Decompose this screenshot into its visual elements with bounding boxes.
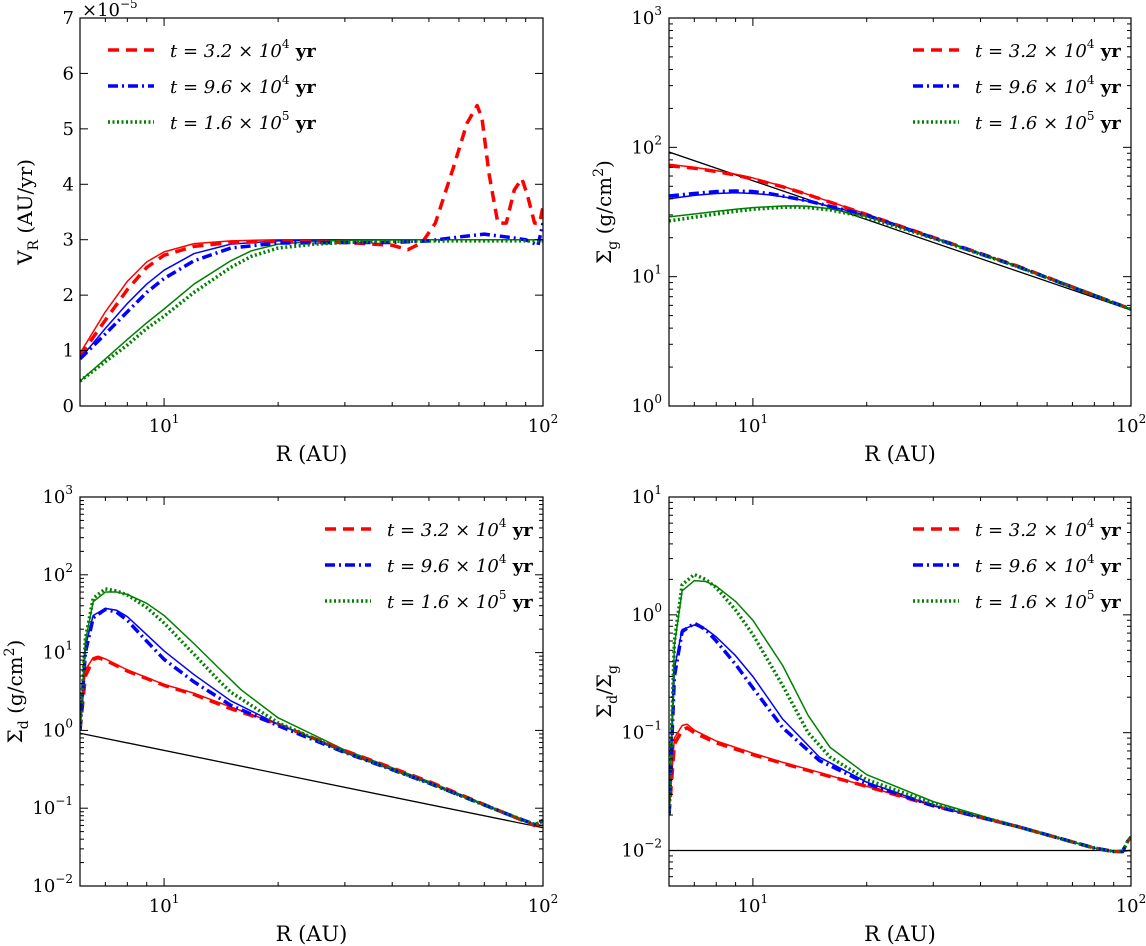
x-tick-label: 101: [149, 412, 180, 437]
y-tick-label: 101: [42, 639, 73, 664]
y-tick-label: 10−1: [621, 719, 662, 744]
series-line-solid-green: [669, 579, 1131, 853]
y-ticks: 100 101 102 103: [631, 4, 1131, 417]
y-ticks: 0 1 2 3 4 5 6 7: [63, 8, 543, 417]
legend-label: t = 3.2 × 104 yr: [387, 516, 533, 541]
series-group: [80, 587, 543, 829]
legend-label: t = 9.6 × 104 yr: [387, 552, 533, 577]
series-line-dashed: [669, 164, 1131, 311]
y-axis-label: Σd (g/cm2): [2, 640, 32, 744]
x-axis-label: R (AU): [864, 442, 936, 466]
series-line-dashdot: [80, 222, 543, 361]
series-line-solid-blue: [669, 624, 1131, 853]
y-axis-label: Σd/Σg: [592, 665, 621, 718]
y-axis-label: Σg (g/cm2): [591, 160, 621, 264]
plot-frame: [668, 496, 1132, 887]
series-line-solid-green: [669, 205, 1131, 310]
x-tick-label: 102: [1116, 892, 1146, 917]
y-tick-label: 7: [63, 8, 74, 29]
x-ticks: 101 102: [668, 497, 1146, 917]
legend-label: t = 9.6 × 104 yr: [170, 73, 316, 98]
series-line-dashdot: [669, 621, 1131, 854]
y-tick-label: 101: [631, 263, 662, 288]
y-tick-label: 5: [63, 119, 74, 140]
x-tick-label: 101: [149, 892, 180, 917]
series-line-solid-blue: [669, 192, 1131, 310]
y-tick-label: 101: [631, 483, 662, 508]
x-ticks: 101 102: [79, 18, 559, 437]
series-line-dotted: [669, 205, 1131, 311]
y-tick-label: 10−1: [32, 794, 73, 819]
y-tick-label: 102: [42, 561, 73, 586]
x-tick-label: 101: [738, 412, 769, 437]
y-ticks: 10−2 10−1 100 101: [621, 483, 1131, 878]
legend: t = 3.2 × 104 yr t = 9.6 × 104 yr t = 1.6 …: [913, 37, 1121, 134]
series-line-dashed: [80, 103, 543, 358]
series-line-solid-green: [80, 238, 543, 382]
legend: t = 3.2 × 104 yr t = 9.6 × 104 yr t = 1.6 …: [913, 516, 1121, 613]
legend-label: t = 9.6 × 104 yr: [975, 552, 1121, 577]
y-tick-label: 103: [631, 4, 662, 29]
x-tick-label: 102: [528, 892, 559, 917]
legend-label: t = 1.6 × 105 yr: [975, 588, 1121, 613]
panel-top-left: 101 102 R (AU) 0 1 2 3 4 5 6 7 ×10−5 VR (AU/yr) t = 3…: [13, 0, 558, 466]
plot-frame: [668, 17, 1132, 407]
series-line-solid-black: [80, 732, 543, 829]
legend-label: t = 3.2 × 104 yr: [170, 37, 316, 62]
plot-frame: [79, 496, 544, 887]
legend-label: t = 3.2 × 104 yr: [975, 37, 1121, 62]
series-line-solid-blue: [80, 238, 543, 360]
series-group: [669, 572, 1131, 854]
y-tick-label: 10−2: [32, 872, 73, 897]
legend-label: t = 1.6 × 105 yr: [975, 109, 1121, 134]
plot-frame: [79, 17, 544, 407]
legend-label: t = 1.6 × 105 yr: [387, 588, 533, 613]
x-ticks: 101 102: [79, 497, 559, 917]
series-line-solid-black: [669, 151, 1131, 311]
y-tick-label: 6: [63, 63, 74, 84]
y-tick-label: 4: [63, 174, 74, 195]
legend-label: t = 9.6 × 104 yr: [975, 73, 1121, 98]
y-axis-label: VR (AU/yr): [13, 159, 42, 266]
y-tick-label: 103: [42, 483, 73, 508]
panel-bottom-left: 101 102 R (AU) 10−2 10−1 100 101 102 103 Σd (g/cm…: [2, 483, 558, 946]
y-tick-label: 10−2: [621, 837, 662, 862]
series-line-dotted: [669, 572, 1131, 854]
panel-top-right: 101 102 R (AU) 100 101 102 103 Σg (g/cm2) t = 3.…: [591, 4, 1146, 466]
series-line-dotted: [80, 587, 543, 827]
legend-label: t = 3.2 × 104 yr: [975, 516, 1121, 541]
x-tick-label: 102: [528, 412, 559, 437]
legend-label: t = 1.6 × 105 yr: [170, 109, 316, 134]
y-tick-label: 3: [63, 230, 74, 251]
series-line-solid-red: [80, 238, 543, 354]
x-axis-label: R (AU): [276, 922, 348, 946]
series-group: [80, 103, 543, 383]
series-line-solid-red: [669, 163, 1131, 310]
x-axis-label: R (AU): [276, 442, 348, 466]
x-axis-label: R (AU): [864, 922, 936, 946]
y-ticks: 10−2 10−1 100 101 102 103: [32, 483, 543, 897]
series-group: [669, 151, 1131, 311]
panel-bottom-right: 101 102 R (AU) 10−2 10−1 100 101 Σd/Σg t = 3.2 ×…: [592, 483, 1146, 946]
series-line-solid-green: [80, 591, 543, 827]
legend: t = 3.2 × 104 yr t = 9.6 × 104 yr t = 1.6 …: [325, 516, 533, 613]
series-line-dashed: [669, 726, 1131, 854]
series-line-dashdot: [669, 189, 1131, 311]
y-offset-text: ×10−5: [82, 0, 138, 21]
y-tick-label: 100: [631, 601, 662, 626]
y-tick-label: 100: [42, 716, 73, 741]
y-tick-label: 2: [63, 285, 74, 306]
y-tick-label: 1: [63, 341, 74, 362]
series-line-dashdot: [80, 607, 543, 827]
legend: t = 3.2 × 104 yr t = 9.6 × 104 yr t = 1.6 …: [108, 37, 316, 134]
y-tick-label: 100: [631, 392, 662, 417]
x-tick-label: 102: [1116, 412, 1146, 437]
x-tick-label: 101: [738, 892, 769, 917]
series-line-dotted: [80, 239, 543, 383]
series-line-solid-blue: [80, 607, 543, 827]
x-ticks: 101 102: [668, 18, 1146, 437]
y-tick-label: 102: [631, 133, 662, 158]
y-tick-label: 0: [63, 396, 74, 417]
